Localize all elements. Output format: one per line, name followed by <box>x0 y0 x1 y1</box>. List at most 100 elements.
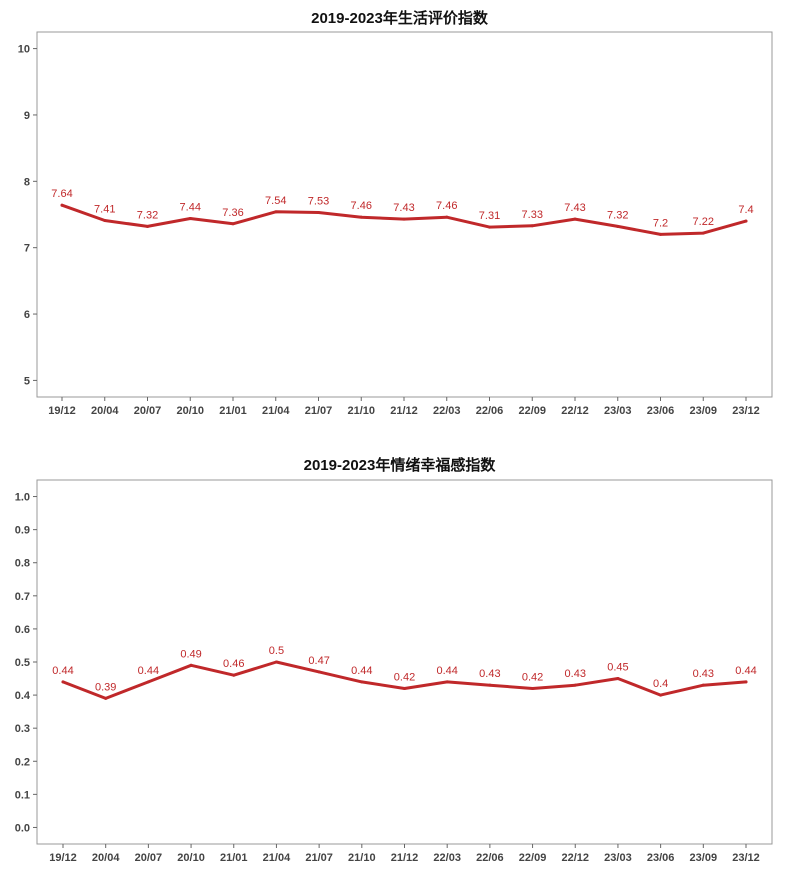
chart-1-xtick-label: 23/12 <box>732 405 760 417</box>
chart-1-title: 2019-2023年生活评价指数 <box>311 10 488 27</box>
chart-2-ytick-label: 1.0 <box>15 492 30 504</box>
chart-2-ytick-label: 0.0 <box>15 822 30 834</box>
chart-1-data-label: 7.64 <box>51 188 72 200</box>
chart-1-xtick-label: 20/07 <box>134 405 162 417</box>
chart-2-ytick-label: 0.4 <box>15 690 31 702</box>
chart-2-data-point <box>274 660 278 664</box>
chart-1-ytick-label: 9 <box>24 110 30 122</box>
chart-2-data-label: 0.42 <box>394 671 415 683</box>
chart-1-data-label: 7.54 <box>265 195 286 207</box>
chart-1-xtick-label: 23/03 <box>604 405 632 417</box>
chart-1-xtick-label: 21/04 <box>262 405 290 417</box>
chart-1-data-label: 7.46 <box>351 200 372 212</box>
chart-1-xtick-label: 23/09 <box>689 405 717 417</box>
chart-2-xtick-label: 22/03 <box>433 852 461 864</box>
chart-1-data-point <box>530 224 534 228</box>
chart-2-ytick-label: 0.2 <box>15 756 30 768</box>
chart-2-data-point <box>232 673 236 677</box>
chart-2-xtick-label: 21/07 <box>305 852 333 864</box>
chart-1-xtick-label: 20/10 <box>176 405 204 417</box>
chart-1-data-label: 7.41 <box>94 203 115 215</box>
chart-2-data-label: 0.49 <box>180 648 201 660</box>
chart-2-xtick-label: 20/07 <box>135 852 163 864</box>
chart-1-xtick-label: 23/06 <box>647 405 675 417</box>
chart-2-data-point <box>573 683 577 687</box>
chart-1-data-point <box>231 222 235 226</box>
chart-2-plot-frame <box>36 479 773 845</box>
chart-2-xtick-label: 22/06 <box>476 852 504 864</box>
chart-2-ytick-label: 0.5 <box>15 657 30 669</box>
chart-2-data-point <box>146 680 150 684</box>
chart-1-data-point <box>60 203 64 207</box>
chart-1-data-point <box>445 215 449 219</box>
chart-1-xtick-label: 21/12 <box>390 405 418 417</box>
chart-2-xtick-label: 21/10 <box>348 852 376 864</box>
chart-1-xtick-label: 21/07 <box>305 405 333 417</box>
chart-2-xtick-label: 23/03 <box>604 852 632 864</box>
chart-1-data-point <box>659 232 662 236</box>
chart-1-xtick-label: 22/03 <box>433 405 461 417</box>
chart-2-xtick-label: 22/09 <box>519 852 547 864</box>
chart-2-xtick-label: 23/12 <box>732 852 760 864</box>
chart-1-data-label: 7.4 <box>738 204 753 216</box>
chart-2-ytick-label: 0.9 <box>15 525 30 537</box>
chart-1-data-label: 7.36 <box>222 207 243 219</box>
chart-2-data-point <box>317 670 321 674</box>
chart-2-data-label: 0.46 <box>223 658 244 670</box>
chart-2-data-label: 0.44 <box>52 665 73 677</box>
chart-1-data-point <box>146 224 149 228</box>
chart-2-data-label: 0.44 <box>436 665 457 677</box>
chart-2-data-label: 0.44 <box>351 665 372 677</box>
chart-2-xtick-label: 19/12 <box>49 852 77 864</box>
chart-1-data-label: 7.44 <box>180 201 201 213</box>
chart-2-data-point <box>531 686 535 690</box>
chart-1-data-point <box>701 231 705 235</box>
chart-1-data-label: 7.43 <box>564 202 585 214</box>
chart-2-data-point <box>403 686 406 690</box>
chart-2-xtick-label: 20/10 <box>177 852 205 864</box>
chart-2-data-label: 0.43 <box>565 668 586 680</box>
chart-1-xtick-label: 22/09 <box>518 405 546 417</box>
chart-2-data-label: 0.43 <box>479 668 500 680</box>
chart-1-data-label: 7.31 <box>479 210 500 222</box>
chart-1-ytick-label: 6 <box>24 309 30 321</box>
chart-2-data-point <box>61 680 65 684</box>
chart-1-ytick-label: 10 <box>18 44 30 56</box>
chart-1-data-label: 7.32 <box>137 209 158 221</box>
chart-2-data-label: 0.43 <box>693 668 714 680</box>
chart-1-ytick-label: 7 <box>24 243 30 255</box>
chart-1-ytick-label: 5 <box>24 375 30 387</box>
chart-1-xtick-label: 21/10 <box>347 405 375 417</box>
chart-1-data-point <box>274 210 278 214</box>
chart-2-data-label: 0.4 <box>653 678 668 690</box>
chart-2-data-label: 0.45 <box>607 662 628 674</box>
chart-1-data-point <box>744 219 748 223</box>
chart-2-xtick-label: 21/01 <box>220 852 248 864</box>
chart-2-xtick-label: 22/12 <box>561 852 589 864</box>
chart-1-plot-frame <box>36 31 773 398</box>
chart-2-plot: 0.0 0.1 0.2 0.3 0.4 0.5 0.6 0.7 0.8 0.9 1.0 19/12 20… <box>15 479 773 864</box>
chart-1-plot: 5 6 7 8 9 10 19/12 20/04 20/07 20/10 21/01 21/04 21/… <box>18 31 773 417</box>
chart-1-xtick-label: 21/01 <box>219 405 247 417</box>
chart-2-data-point <box>701 683 705 687</box>
chart-2-ytick-label: 0.3 <box>15 723 30 735</box>
chart-2-data-point <box>360 680 364 684</box>
chart-2-xtick-label: 23/09 <box>690 852 718 864</box>
chart-1-xtick-label: 22/06 <box>476 405 504 417</box>
chart-1-data-label: 7.46 <box>436 200 457 212</box>
chart-1-data-point <box>616 224 620 228</box>
chart-2-data-label: 0.42 <box>522 671 543 683</box>
chart-1-xtick-label: 22/12 <box>561 405 589 417</box>
chart-1-data-label: 7.22 <box>693 216 714 228</box>
chart-1-xtick-label: 20/04 <box>91 405 119 417</box>
chart-2-xtick-label: 21/12 <box>391 852 419 864</box>
chart-1-data-label: 7.53 <box>308 196 329 208</box>
chart-2-ytick-label: 0.6 <box>15 624 30 636</box>
chart-2-ytick-label: 0.1 <box>15 789 30 801</box>
chart-1-data-point <box>103 218 107 222</box>
chart-2-data-label: 0.47 <box>308 655 329 667</box>
chart-2-data-point <box>104 696 108 700</box>
chart-1-data-label: 7.2 <box>653 217 668 229</box>
chart-2-data-point <box>445 680 449 684</box>
chart-2-ytick-label: 0.7 <box>15 591 30 603</box>
